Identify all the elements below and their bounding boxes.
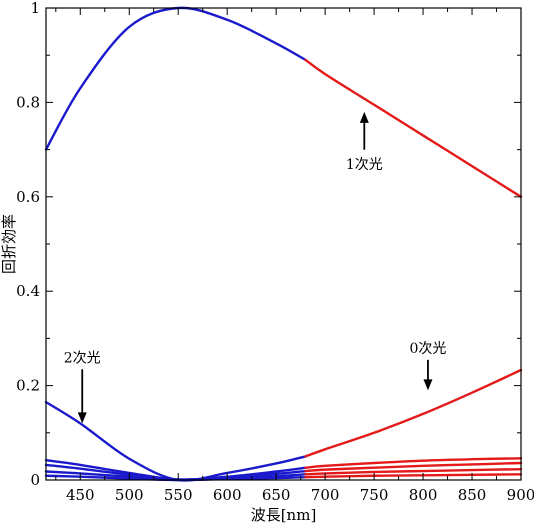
x-tick-label: 550: [164, 486, 193, 504]
y-tick-label: 0.2: [16, 377, 40, 395]
y-axis-label: 回折効率: [0, 214, 18, 274]
y-tick-label: 0.6: [16, 188, 40, 206]
series-line-0: [44, 6, 307, 151]
x-tick-label: 700: [311, 486, 340, 504]
ticks-layer: 450 500 550 600 650 700 750 800 850 900 0 0.2 0.4 0.6…: [16, 0, 534, 504]
annotation-arrow-head: [359, 111, 369, 123]
x-tick-label: 800: [409, 486, 438, 504]
annotation-layer: 1次光 2次光 0次光: [64, 111, 446, 424]
annotation-label: 1次光: [346, 157, 383, 173]
annotation-arrow-head: [77, 412, 87, 424]
x-tick-label: 900: [507, 486, 534, 504]
x-tick-label: 850: [458, 486, 487, 504]
x-tick-label: 650: [262, 486, 291, 504]
series-line-9: [304, 467, 523, 476]
series-line-1: [304, 58, 523, 198]
annotation-arrow-head: [423, 379, 433, 391]
y-tick-label: 0: [30, 471, 40, 489]
annotation-label: 0次光: [409, 341, 446, 357]
x-tick-label: 450: [66, 486, 95, 504]
plot-frame: [45, 7, 522, 481]
series-line-7: [304, 461, 523, 473]
y-tick-label: 1: [30, 0, 40, 17]
series-layer: [44, 6, 523, 482]
y-tick-label: 0.8: [16, 93, 40, 111]
series-line-11: [304, 473, 523, 479]
x-tick-label: 600: [213, 486, 242, 504]
annotation-label: 2次光: [64, 350, 101, 366]
x-tick-label: 500: [115, 486, 144, 504]
y-tick-label: 0.4: [16, 282, 40, 300]
series-line-5: [304, 457, 523, 469]
x-tick-label: 750: [360, 486, 389, 504]
series-line-3: [304, 368, 523, 458]
x-axis-label: 波長[nm]: [251, 506, 317, 523]
